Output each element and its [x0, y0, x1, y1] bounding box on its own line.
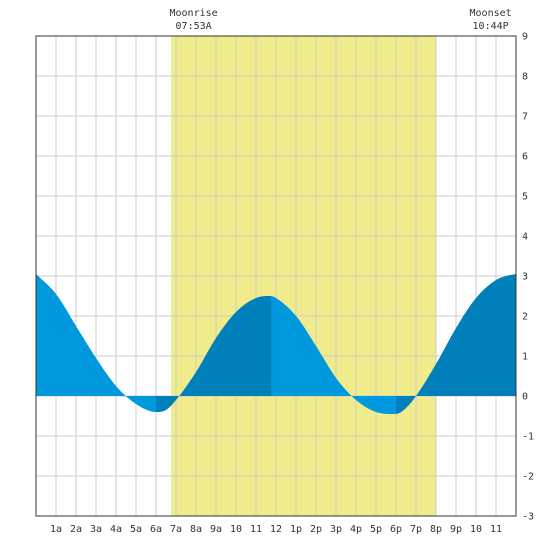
x-tick-label: 9p: [450, 524, 462, 535]
tide-area-segment: [36, 274, 156, 412]
tide-area-segment: [271, 296, 396, 415]
y-tick-label: -2: [522, 472, 534, 483]
x-tick-label: 2p: [310, 524, 322, 535]
x-tick-label: 3p: [330, 524, 342, 535]
y-tick-label: 1: [522, 352, 528, 363]
y-tick-labels: -3 -2 -1 0 1 2 3 4 5 6 7 8 9: [522, 32, 534, 523]
y-tick-label: 8: [522, 72, 528, 83]
tide-area-segment: [396, 274, 516, 414]
x-tick-label: 12: [270, 524, 282, 535]
y-tick-label: 0: [522, 392, 528, 403]
tide-area-layer: [36, 274, 516, 415]
moon-annotations: Moonrise 07:53A Moonset 10:44P: [170, 8, 512, 32]
x-tick-label: 11: [490, 524, 502, 535]
x-tick-label: 10: [230, 524, 242, 535]
moonrise-time: 07:53A: [176, 21, 212, 32]
grid-layer: [35, 35, 517, 517]
x-tick-label: 2a: [70, 524, 82, 535]
x-tick-label: 8p: [430, 524, 442, 535]
x-tick-label: 7p: [410, 524, 422, 535]
x-tick-label: 3a: [90, 524, 102, 535]
moonrise-title: Moonrise: [170, 8, 218, 19]
moonset-time: 10:44P: [473, 21, 509, 32]
x-tick-label: 4a: [110, 524, 122, 535]
x-tick-label: 5a: [130, 524, 142, 535]
plot-frame: [35, 35, 517, 517]
x-tick-label: 4p: [350, 524, 362, 535]
y-tick-label: -3: [522, 512, 534, 523]
x-tick-label: 8a: [190, 524, 202, 535]
x-tick-label: 5p: [370, 524, 382, 535]
moonset-title: Moonset: [470, 8, 512, 19]
axes-layer: [35, 35, 517, 517]
y-tick-label: 7: [522, 112, 528, 123]
x-tick-label: 11: [250, 524, 262, 535]
x-tick-label: 9a: [210, 524, 222, 535]
y-tick-label: 6: [522, 152, 528, 163]
x-tick-label: 7a: [170, 524, 182, 535]
y-tick-label: 9: [522, 32, 528, 43]
x-tick-label: 10: [470, 524, 482, 535]
tide-area-segment: [156, 296, 271, 412]
y-tick-label: 5: [522, 192, 528, 203]
y-tick-label: 3: [522, 272, 528, 283]
x-tick-labels: 1a 2a 3a 4a 5a 6a 7a 8a 9a 10 11 12 1p 2p 3p 4p 5p 6p 7p 8p…: [50, 524, 502, 535]
x-tick-label: 6a: [150, 524, 162, 535]
x-tick-label: 1a: [50, 524, 62, 535]
x-tick-label: 1p: [290, 524, 302, 535]
y-tick-label: -1: [522, 432, 534, 443]
x-tick-label: 6p: [390, 524, 402, 535]
y-tick-label: 4: [522, 232, 528, 243]
y-tick-label: 2: [522, 312, 528, 323]
